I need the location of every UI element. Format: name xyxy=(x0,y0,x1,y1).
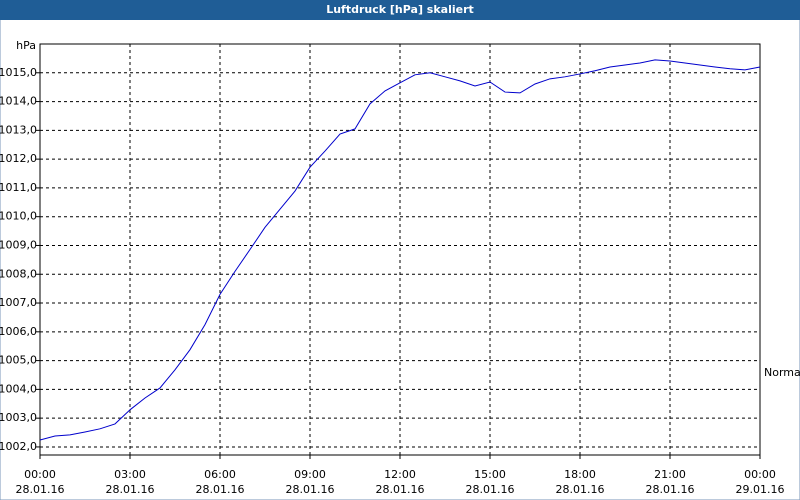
title-bar xyxy=(0,0,800,20)
x-tick-date: 28.01.16 xyxy=(376,483,425,496)
y-tick-label: 1008,0 xyxy=(0,267,37,280)
y-tick-label: 1015,0 xyxy=(0,66,37,79)
y-tick-label: 1004,0 xyxy=(0,382,37,395)
y-tick-label: 1006,0 xyxy=(0,325,37,338)
x-tick-label: 03:00 xyxy=(114,468,146,481)
y-tick-label: 1011,0 xyxy=(0,181,37,194)
y-tick-label: 1010,0 xyxy=(0,210,37,223)
x-tick-date: 28.01.16 xyxy=(556,483,605,496)
x-tick-label: 18:00 xyxy=(564,468,596,481)
x-tick-date: 28.01.16 xyxy=(106,483,155,496)
y-tick-label: 1002,0 xyxy=(0,440,37,453)
x-tick-label: 00:00 xyxy=(24,468,56,481)
y-tick-label: 1014,0 xyxy=(0,95,37,108)
y-tick-label: 1013,0 xyxy=(0,123,37,136)
x-tick-label: 09:00 xyxy=(294,468,326,481)
y-tick-label: 1005,0 xyxy=(0,354,37,367)
x-tick-date: 28.01.16 xyxy=(16,483,65,496)
x-tick-date: 29.01.16 xyxy=(736,483,785,496)
x-tick-date: 28.01.16 xyxy=(196,483,245,496)
x-tick-date: 28.01.16 xyxy=(646,483,695,496)
x-tick-date: 28.01.16 xyxy=(286,483,335,496)
legend-label: Normal xyxy=(764,366,800,379)
y-tick-label: 1012,0 xyxy=(0,152,37,165)
y-tick-label: 1007,0 xyxy=(0,296,37,309)
x-tick-label: 06:00 xyxy=(204,468,236,481)
line xyxy=(39,59,761,441)
x-tick-label: 00:00 xyxy=(744,468,776,481)
chart-title: Luftdruck [hPa] skaliert xyxy=(326,3,474,16)
x-tick-label: 21:00 xyxy=(654,468,686,481)
x-tick-label: 15:00 xyxy=(474,468,506,481)
y-unit: hPa xyxy=(16,39,36,52)
x-tick-label: 12:00 xyxy=(384,468,416,481)
y-tick-label: 1003,0 xyxy=(0,411,37,424)
x-tick-date: 28.01.16 xyxy=(466,483,515,496)
y-tick-label: 1009,0 xyxy=(0,238,37,251)
